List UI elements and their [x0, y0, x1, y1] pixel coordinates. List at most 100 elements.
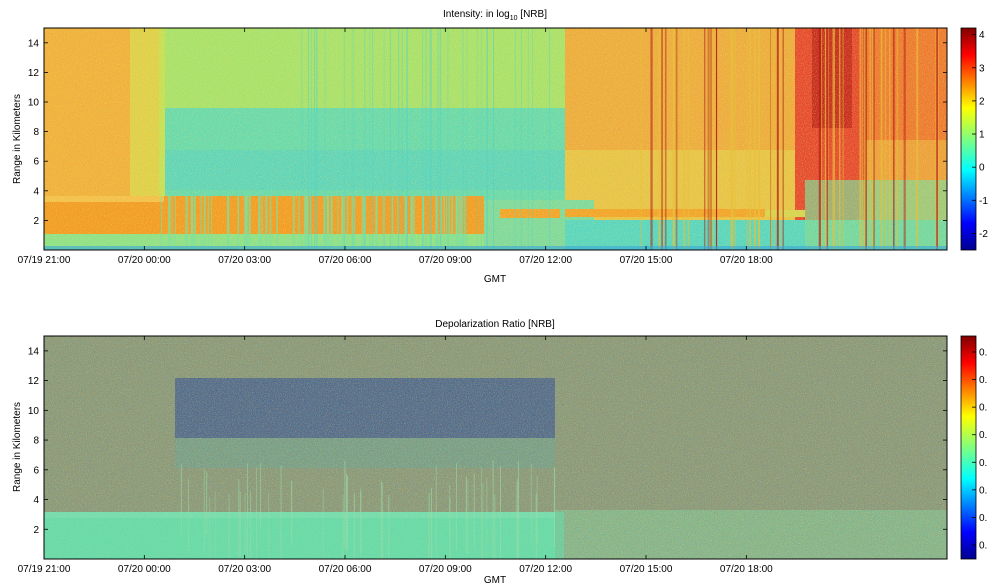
y-tick-label: 4 — [33, 186, 39, 197]
texture-streak — [259, 463, 261, 528]
texture-streak — [449, 497, 451, 559]
texture-streak — [280, 465, 282, 559]
x-tick-label: 07/20 03:00 — [218, 564, 271, 575]
texture-streak — [209, 498, 211, 559]
texture-streak — [314, 28, 316, 248]
texture-streak — [903, 28, 906, 250]
texture-streak — [467, 480, 469, 555]
intensity-heatmap — [44, 28, 947, 250]
texture-streak — [291, 480, 293, 547]
colorbar-tick-label: -2 — [979, 229, 988, 240]
texture-streak — [351, 196, 354, 246]
texture-streak — [307, 28, 309, 248]
texture-streak — [880, 28, 883, 250]
texture-streak — [459, 196, 462, 246]
colorbar-tick-label: 0 — [979, 163, 985, 174]
texture-streak — [429, 28, 431, 248]
texture-streak — [461, 196, 464, 246]
texture-streak — [238, 479, 240, 559]
intensity-axes-box — [43, 27, 948, 251]
texture-streak — [250, 491, 252, 559]
intensity-colorbar-ticks: 4 3 2 1 0 -1 -2 — [972, 30, 988, 240]
texture-streak — [301, 28, 303, 248]
texture-streak — [389, 28, 391, 248]
texture-streak — [260, 196, 263, 246]
texture-streak — [406, 28, 408, 248]
texture-streak — [435, 196, 438, 246]
texture-streak — [683, 28, 686, 250]
y-tick-label: 12 — [28, 376, 40, 387]
texture-streak — [382, 482, 384, 559]
colorbar-tick-label: 0. — [979, 430, 987, 441]
texture-streak — [516, 481, 518, 559]
texture-streak — [455, 196, 458, 246]
texture-streak — [341, 196, 344, 246]
texture-streak — [337, 196, 339, 246]
texture-streak — [310, 28, 312, 248]
x-tick-label: 07/20 06:00 — [319, 255, 372, 266]
texture-streak — [514, 28, 516, 248]
texture-streak — [306, 196, 309, 246]
texture-streak — [651, 28, 653, 250]
texture-streak — [465, 477, 467, 554]
texture-streak — [486, 28, 488, 248]
texture-streak — [361, 196, 364, 246]
texture-streak — [343, 196, 346, 246]
texture-streak — [244, 493, 246, 559]
depol-colorbar-ticks: 0. 0. 0. 0. 0. 0. 0. 0. — [972, 348, 987, 552]
texture-streak — [344, 460, 346, 549]
texture-streak — [248, 196, 251, 246]
colorbar-tick-label: 4 — [979, 30, 985, 41]
colorbar-tick-label: 0. — [979, 458, 987, 469]
x-tick-label: 07/20 15:00 — [620, 564, 673, 575]
texture-streak — [865, 28, 867, 250]
texture-streak — [363, 196, 366, 246]
texture-streak — [353, 493, 355, 559]
texture-streak — [884, 28, 887, 250]
y-tick-label: 14 — [28, 38, 40, 49]
texture-streak — [872, 28, 874, 250]
texture-streak — [203, 196, 206, 246]
y-tick-label: 2 — [33, 525, 39, 536]
texture-streak — [864, 28, 867, 250]
texture-streak — [687, 28, 690, 250]
texture-streak — [494, 494, 496, 559]
texture-streak — [346, 473, 348, 551]
texture-streak — [185, 196, 188, 246]
texture-streak — [398, 28, 400, 248]
texture-streak — [425, 28, 427, 248]
colorbar-tick-label: 0. — [979, 513, 987, 524]
texture-streak — [707, 28, 710, 250]
x-tick-label: 07/20 09:00 — [419, 564, 472, 575]
texture-streak — [451, 196, 453, 246]
texture-streak — [449, 484, 451, 559]
texture-streak — [404, 196, 408, 246]
texture-streak — [500, 466, 502, 559]
texture-streak — [245, 196, 248, 246]
texture-streak — [462, 28, 464, 248]
texture-streak — [268, 492, 270, 559]
texture-streak — [937, 28, 939, 250]
texture-streak — [447, 28, 449, 248]
colorbar-tick-label: 0. — [979, 403, 987, 414]
texture-streak — [346, 476, 348, 550]
texture-streak — [214, 491, 216, 559]
texture-streak — [343, 28, 345, 248]
x-tick-label: 07/20 00:00 — [118, 255, 171, 266]
texture-streak — [206, 472, 208, 535]
texture-streak — [492, 460, 494, 558]
texture-streak — [776, 28, 779, 250]
texture-streak — [243, 196, 246, 246]
texture-streak — [520, 28, 522, 248]
depol-heatmap — [44, 336, 947, 559]
texture-streak — [439, 28, 441, 248]
texture-streak — [715, 28, 717, 250]
texture-streak — [428, 492, 430, 559]
texture-streak — [935, 28, 937, 250]
x-tick-label: 07/20 09:00 — [419, 255, 472, 266]
depol-ylabel: Range in Kilometers — [12, 402, 23, 492]
texture-streak — [316, 28, 318, 248]
texture-streak — [661, 28, 663, 250]
x-tick-label: 07/20 00:00 — [118, 564, 171, 575]
